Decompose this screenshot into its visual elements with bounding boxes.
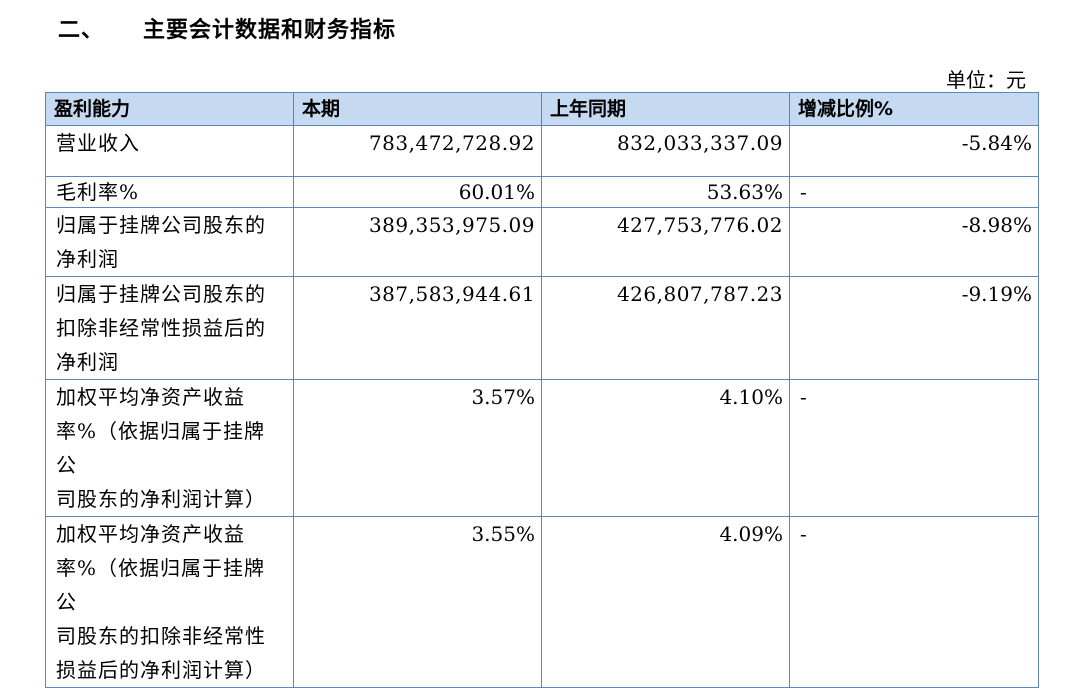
change-value: - — [789, 176, 1039, 208]
current-value: 389,353,975.09 — [293, 207, 542, 277]
previous-value: 426,807,787.23 — [541, 276, 790, 380]
row-label: 加权平均净资产收益 率%（依据归属于挂牌公 司股东的净利润计算） — [45, 379, 294, 517]
table-header-row: 盈利能力 本期 上年同期 增减比例% — [45, 92, 1039, 126]
row-label-line: 扣除非经常性损益后的 — [56, 316, 266, 340]
row-label: 毛利率% — [45, 176, 294, 208]
row-label: 归属于挂牌公司股东的 净利润 — [45, 207, 294, 277]
change-value: -9.19% — [789, 276, 1039, 380]
change-value: -8.98% — [789, 207, 1039, 277]
header-current-period: 本期 — [293, 92, 542, 126]
row-label-line: 毛利率% — [56, 180, 140, 204]
section-heading: 二、 主要会计数据和财务指标 — [58, 12, 396, 44]
section-number: 二、 — [58, 18, 105, 43]
previous-value: 53.63% — [541, 176, 790, 208]
current-value: 783,472,728.92 — [293, 125, 542, 177]
header-prior-year-period: 上年同期 — [541, 92, 790, 126]
change-value: - — [789, 516, 1039, 688]
current-value: 3.57% — [293, 379, 542, 517]
row-label-line: 归属于挂牌公司股东的 — [56, 282, 266, 306]
row-label-line: 损益后的净利润计算） — [56, 658, 266, 682]
row-label: 营业收入 — [45, 125, 294, 177]
header-change-percent: 增减比例% — [789, 92, 1039, 126]
row-label-line: 营业收入 — [56, 131, 140, 155]
current-value: 387,583,944.61 — [293, 276, 542, 380]
section-title: 主要会计数据和财务指标 — [143, 18, 397, 43]
previous-value: 4.10% — [541, 379, 790, 517]
header-profitability: 盈利能力 — [45, 92, 294, 126]
row-label-line: 司股东的净利润计算） — [56, 487, 266, 511]
previous-value: 832,033,337.09 — [541, 125, 790, 177]
row-label-line: 净利润 — [56, 350, 119, 374]
table-row: 归属于挂牌公司股东的 扣除非经常性损益后的 净利润 387,583,944.61… — [45, 276, 1039, 380]
row-label-line: 率%（依据归属于挂牌公 — [56, 419, 266, 477]
row-label-line: 司股东的扣除非经常性 — [56, 624, 266, 648]
row-label-line: 净利润 — [56, 247, 119, 271]
change-value: - — [789, 379, 1039, 517]
table-row: 营业收入 783,472,728.92 832,033,337.09 -5.84… — [45, 125, 1039, 177]
row-label-line: 率%（依据归属于挂牌公 — [56, 556, 266, 614]
previous-value: 4.09% — [541, 516, 790, 688]
previous-value: 427,753,776.02 — [541, 207, 790, 277]
row-label-line: 加权平均净资产收益 — [56, 385, 245, 409]
row-label: 加权平均净资产收益 率%（依据归属于挂牌公 司股东的扣除非经常性 损益后的净利润… — [45, 516, 294, 688]
current-value: 60.01% — [293, 176, 542, 208]
table-row: 加权平均净资产收益 率%（依据归属于挂牌公 司股东的净利润计算） 3.57% 4… — [45, 379, 1039, 517]
row-label: 归属于挂牌公司股东的 扣除非经常性损益后的 净利润 — [45, 276, 294, 380]
row-label-line: 加权平均净资产收益 — [56, 522, 245, 546]
row-label-line: 归属于挂牌公司股东的 — [56, 213, 266, 237]
unit-label: 单位：元 — [946, 68, 1026, 92]
table-row: 归属于挂牌公司股东的 净利润 389,353,975.09 427,753,77… — [45, 207, 1039, 277]
table-row: 毛利率% 60.01% 53.63% - — [45, 176, 1039, 208]
current-value: 3.55% — [293, 516, 542, 688]
change-value: -5.84% — [789, 125, 1039, 177]
table-row: 加权平均净资产收益 率%（依据归属于挂牌公 司股东的扣除非经常性 损益后的净利润… — [45, 516, 1039, 688]
